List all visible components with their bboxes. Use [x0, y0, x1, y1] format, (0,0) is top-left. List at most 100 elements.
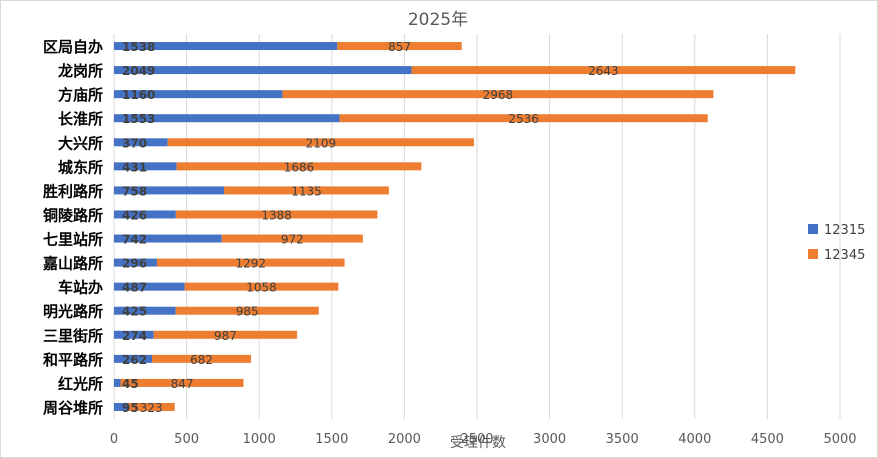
bar-12345: [152, 354, 252, 363]
x-tick-label: 1500: [315, 432, 348, 447]
data-label-12315: 370: [122, 136, 147, 150]
category-label: 大兴所: [58, 134, 103, 152]
x-tick-labels: 0 500 1000 1500 2000 2500 3000 3500 4000 4500 5000: [110, 432, 857, 447]
bar-12315: [114, 42, 338, 51]
category-label: 城东所: [58, 158, 103, 176]
category-label: 三里街所: [43, 327, 103, 345]
chart-title: 2025年: [408, 10, 468, 30]
x-tick-label: 500: [174, 432, 199, 447]
grid-lines: [113, 34, 841, 419]
category-labels: 区局自办龙岗所方庙所长淮所大兴所城东所胜利路所铜陵路所七里站所嘉山路所车站办明光…: [42, 38, 103, 417]
bar-12345: [411, 66, 796, 75]
x-tick-label: 5000: [823, 432, 856, 447]
data-label-12345: 323: [140, 401, 163, 415]
data-label-12315: 742: [122, 233, 147, 247]
data-label-12315: 426: [122, 208, 147, 222]
data-label-12345: 985: [236, 305, 259, 319]
x-tick-label: 0: [110, 432, 118, 447]
data-label-12315: 1553: [122, 112, 155, 126]
data-label-12315: 431: [122, 160, 147, 174]
legend-swatch: [808, 249, 818, 259]
legend-label: 12345: [824, 248, 865, 263]
data-label-12315: 487: [122, 281, 147, 295]
data-label-12315: 2049: [122, 64, 155, 78]
bar-12315: [114, 138, 168, 147]
data-label-12315: 758: [122, 184, 147, 198]
category-label: 方庙所: [58, 86, 103, 104]
bars: 1538 857 2049 2643 1160 2968 1553 2536 370 2109 43…: [114, 40, 796, 415]
bar-12345: [176, 162, 422, 171]
legend-label: 12315: [824, 223, 865, 238]
data-label-12345: 1388: [261, 208, 292, 222]
bar-12315: [114, 66, 412, 75]
data-label-12315: 1160: [122, 88, 155, 102]
category-label: 明光路所: [43, 303, 103, 321]
legend: 12315 12345: [808, 223, 865, 263]
data-label-12345: 847: [171, 377, 194, 391]
data-label-12345: 2109: [306, 136, 337, 150]
bar-12345: [127, 402, 175, 411]
x-tick-label: 4000: [678, 432, 711, 447]
category-label: 长淮所: [58, 110, 103, 128]
bar-12345: [153, 330, 298, 339]
data-label-12345: 1292: [236, 257, 267, 271]
data-label-12345: 682: [190, 353, 213, 367]
bar-12315: [114, 354, 153, 363]
bar-12345: [224, 186, 389, 195]
x-tick-label: 1000: [243, 432, 276, 447]
data-label-12315: 95: [122, 401, 139, 415]
bar-12315: [114, 186, 225, 195]
category-label: 红光所: [58, 375, 103, 393]
bar-12315: [114, 378, 121, 387]
data-label-12315: 274: [122, 329, 147, 343]
bar-12345: [337, 42, 462, 51]
bar-12315: [114, 402, 128, 411]
category-label: 胜利路所: [43, 182, 103, 200]
category-label: 车站办: [58, 279, 103, 297]
bar-12345: [184, 282, 339, 291]
bar-12315: [114, 330, 154, 339]
x-tick-label: 3000: [533, 432, 566, 447]
bar-12315: [114, 210, 176, 219]
data-label-12345: 1686: [284, 160, 315, 174]
data-label-12315: 45: [122, 377, 139, 391]
category-label: 和平路所: [43, 351, 103, 369]
category-label: 周谷堆所: [43, 399, 103, 417]
legend-swatch: [808, 224, 818, 234]
bar-12345: [221, 234, 363, 243]
data-label-12345: 2643: [588, 64, 619, 78]
category-label: 七里站所: [43, 231, 103, 249]
bar-12315: [114, 90, 283, 99]
data-label-12345: 987: [214, 329, 237, 343]
data-label-12315: 1538: [122, 40, 155, 54]
category-label: 区局自办: [43, 38, 103, 56]
bar-12315: [114, 162, 177, 171]
category-label: 龙岗所: [57, 62, 103, 80]
data-label-12345: 857: [388, 40, 411, 54]
category-label: 嘉山路所: [42, 255, 103, 273]
bar-12345: [339, 114, 708, 123]
bar-12315: [114, 114, 340, 123]
bar-12315: [114, 282, 185, 291]
x-tick-label: 2500: [460, 432, 493, 447]
x-axis-title: 受理件数: [450, 435, 506, 451]
bar-12315: [114, 234, 222, 243]
bar-12345: [156, 258, 345, 267]
bar-12345: [282, 90, 714, 99]
bar-12345: [175, 210, 378, 219]
data-label-12345: 2968: [483, 88, 514, 102]
x-tick-label: 2000: [388, 432, 421, 447]
data-label-12345: 2536: [508, 112, 539, 126]
bar-12315: [114, 306, 176, 315]
category-label: 铜陵路所: [43, 206, 103, 224]
data-label-12345: 1058: [246, 281, 277, 295]
data-label-12345: 972: [281, 233, 304, 247]
x-tick-label: 4500: [751, 432, 784, 447]
bar-12315: [114, 258, 157, 267]
bar-12345: [167, 138, 474, 147]
data-label-12315: 296: [122, 257, 147, 271]
bar-12345: [175, 306, 319, 315]
bar-12345: [120, 378, 244, 387]
x-tick-label: 3500: [606, 432, 639, 447]
